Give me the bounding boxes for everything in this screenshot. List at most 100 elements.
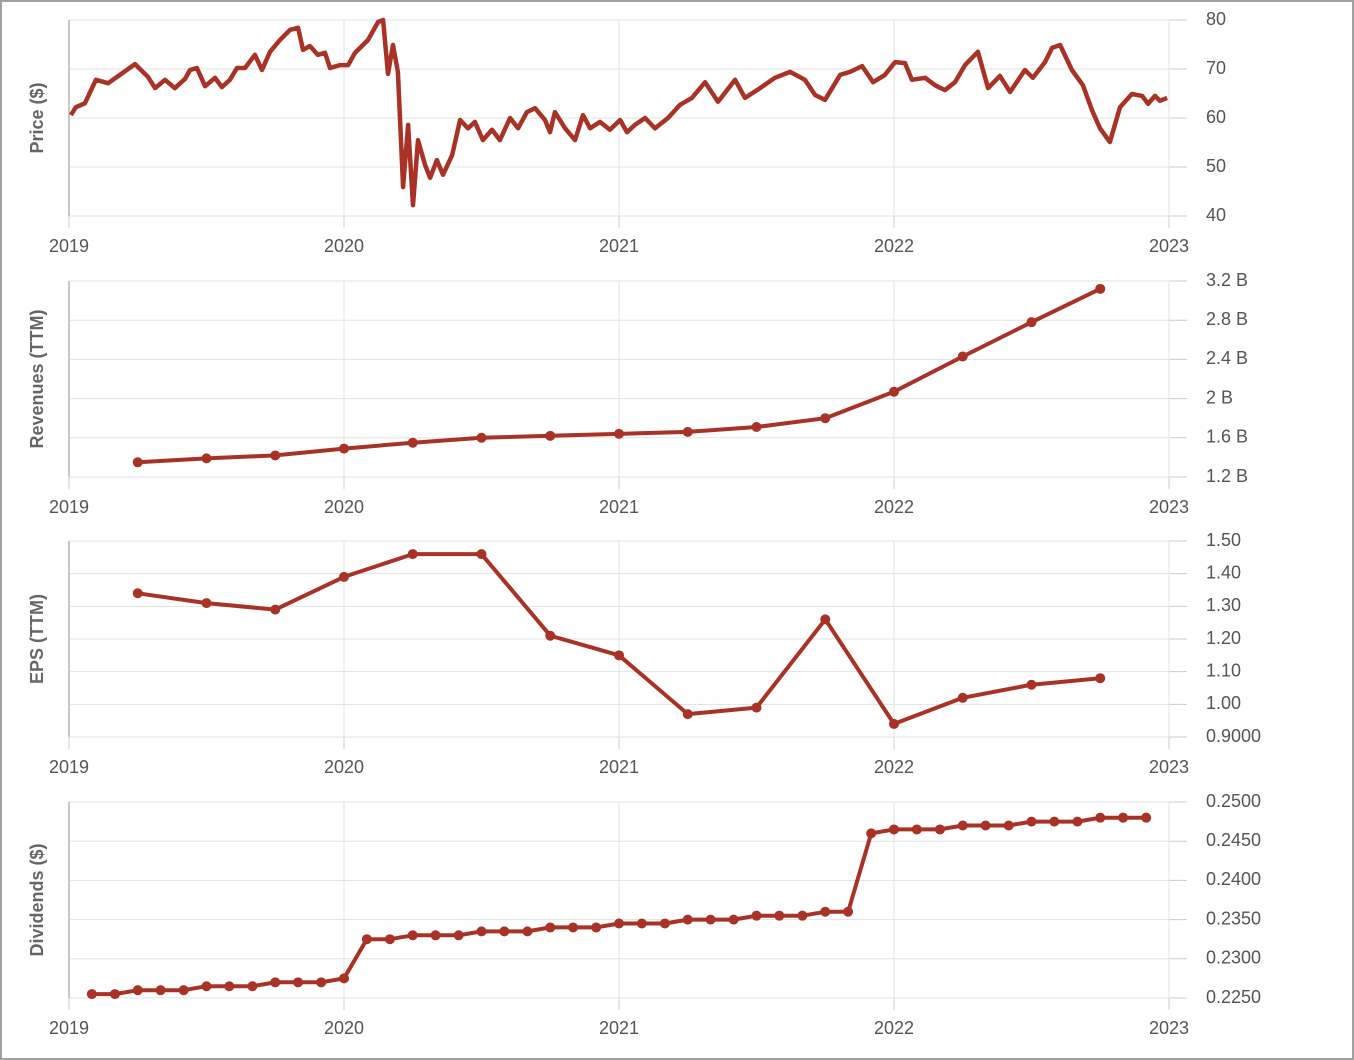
x-tick-label: 2022	[874, 236, 914, 256]
x-tick-label: 2023	[1149, 236, 1189, 256]
data-point	[545, 630, 556, 641]
data-point	[339, 973, 349, 984]
y-tick-label: 1.6 B	[1206, 427, 1248, 447]
data-point	[86, 989, 97, 1000]
data-point	[407, 437, 418, 448]
x-tick-label: 2022	[874, 497, 914, 517]
y-tick-label: 0.2450	[1206, 830, 1261, 850]
y-tick-label: 1.2 B	[1206, 466, 1248, 486]
data-point	[1118, 812, 1129, 823]
x-tick-label: 2023	[1149, 497, 1189, 517]
data-point	[774, 910, 785, 921]
data-line	[68, 17, 1168, 208]
x-tick-label: 2019	[49, 236, 89, 256]
data-point	[270, 977, 281, 988]
data-point	[728, 914, 739, 925]
data-point	[1026, 816, 1037, 827]
y-tick-label: 2.4 B	[1206, 348, 1248, 368]
data-point	[178, 985, 189, 996]
data-point	[1026, 679, 1037, 690]
y-tick-label: 70	[1206, 58, 1226, 78]
data-point	[614, 650, 624, 661]
data-point	[820, 614, 831, 625]
data-point	[476, 926, 487, 937]
data-point	[339, 571, 349, 582]
x-tick-label: 2021	[599, 1018, 639, 1038]
x-tick-label: 2021	[599, 236, 639, 256]
data-point	[751, 910, 762, 921]
y-tick-label: 0.2400	[1206, 869, 1261, 889]
data-point	[889, 386, 899, 397]
data-point	[201, 598, 212, 609]
data-point	[705, 914, 716, 925]
y-tick-label: 60	[1206, 107, 1226, 127]
data-point	[957, 692, 968, 703]
data-point	[522, 926, 533, 937]
data-point	[797, 910, 808, 921]
data-point	[476, 549, 487, 560]
data-point	[247, 981, 258, 992]
data-point	[911, 824, 922, 835]
data-point	[568, 922, 579, 933]
data-point	[889, 824, 899, 835]
y-tick-label: 1.20	[1206, 628, 1241, 648]
data-point	[407, 930, 418, 941]
x-tick-label: 2021	[599, 497, 639, 517]
data-point	[201, 981, 212, 992]
y-axis-label: Dividends ($)	[27, 843, 47, 956]
data-point	[132, 985, 143, 996]
data-point	[1141, 812, 1152, 823]
y-tick-label: 0.2250	[1206, 987, 1261, 1007]
data-point	[155, 985, 166, 996]
x-tick-label: 2023	[1149, 1018, 1189, 1038]
data-point	[751, 702, 762, 713]
x-tick-label: 2019	[49, 1018, 89, 1038]
data-point	[843, 906, 854, 917]
y-tick-label: 80	[1206, 9, 1226, 29]
y-tick-label: 1.10	[1206, 660, 1241, 680]
data-point	[339, 443, 349, 454]
y-tick-label: 3.2 B	[1206, 270, 1248, 290]
data-point	[751, 422, 762, 433]
x-tick-label: 2020	[324, 757, 364, 777]
x-tick-label: 2023	[1149, 757, 1189, 777]
x-tick-label: 2020	[324, 1018, 364, 1038]
data-point	[1095, 283, 1106, 294]
data-point	[109, 989, 120, 1000]
x-tick-label: 2022	[874, 757, 914, 777]
y-tick-label: 1.30	[1206, 595, 1241, 615]
data-point	[1072, 816, 1083, 827]
data-point	[866, 828, 877, 839]
data-point	[407, 549, 418, 560]
data-point	[820, 906, 831, 917]
data-point	[224, 981, 235, 992]
y-tick-label: 2.8 B	[1206, 309, 1248, 329]
y-axis-label: Revenues (TTM)	[27, 309, 47, 448]
data-point	[132, 588, 143, 599]
data-point	[384, 934, 395, 945]
data-point	[361, 934, 372, 945]
data-point	[201, 453, 212, 464]
data-point	[430, 930, 441, 941]
data-point	[682, 914, 693, 925]
y-tick-label: 0.9000	[1206, 726, 1261, 746]
data-point	[270, 604, 281, 615]
data-point	[682, 426, 693, 437]
y-tick-label: 1.50	[1206, 530, 1241, 550]
data-point	[545, 430, 556, 441]
data-point	[659, 918, 670, 929]
data-point	[682, 709, 693, 720]
y-tick-label: 1.00	[1206, 693, 1241, 713]
y-axis-label: Price ($)	[27, 82, 47, 153]
data-point	[132, 457, 143, 468]
data-point	[476, 432, 487, 443]
data-point	[820, 413, 831, 424]
y-tick-label: 0.2300	[1206, 948, 1261, 968]
data-point	[453, 930, 464, 941]
data-point	[957, 820, 968, 831]
y-tick-label: 1.40	[1206, 562, 1241, 582]
data-point	[614, 918, 624, 929]
data-point	[889, 718, 899, 729]
